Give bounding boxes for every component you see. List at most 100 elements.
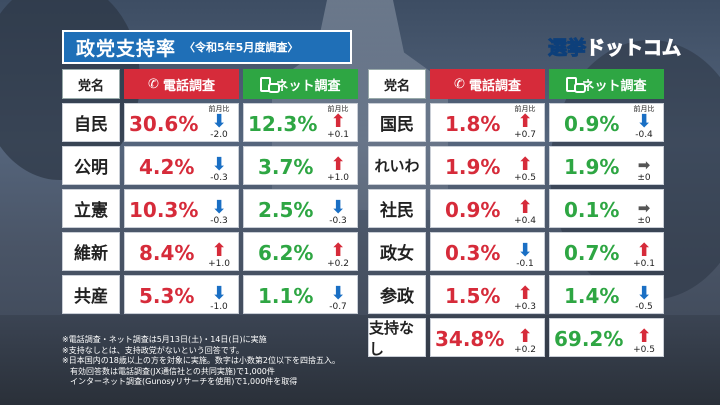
change-label: 前月比 — [514, 105, 536, 113]
net-cell: 1.1% ⬇ -0.7 — [243, 275, 358, 314]
net-percentage: 6.2% — [258, 241, 314, 265]
arrow-down-icon: ⬇ — [517, 240, 533, 261]
change-indicator: ⬇ -0.7 — [320, 277, 356, 314]
header-party: 党名 — [368, 69, 426, 99]
phone-icon: ✆ — [454, 76, 465, 92]
change-value: -0.5 — [635, 302, 653, 312]
change-indicator: ⬇ -0.3 — [201, 191, 237, 228]
change-indicator: ⬆ +0.5 — [507, 148, 543, 185]
footnote-line: ※支持なしとは、支持政党がないという回答です。 — [62, 345, 244, 355]
change-indicator: ⬆ +0.3 — [507, 277, 543, 314]
party-name: 政女 — [368, 232, 426, 271]
arrow-up-icon: ⬆ — [517, 154, 533, 175]
change-indicator: 前月比 ⬇ -2.0 — [201, 105, 237, 142]
phone-percentage: 1.9% — [445, 155, 501, 179]
smartphone-icon — [566, 76, 587, 93]
table-row: 共産 5.3% ⬇ -1.0 1.1% ⬇ -0.7 — [62, 275, 358, 314]
change-indicator: ⬇ -0.3 — [201, 148, 237, 185]
change-value: -2.0 — [210, 130, 228, 140]
footnote-line: ※日本国内の18歳以上の方を対象に実施。数字は小数第2位以下を四捨五入。 — [62, 356, 340, 365]
arrow-flat-icon: ➡ — [637, 156, 651, 174]
arrow-up-icon: ⬆ — [211, 240, 227, 261]
change-value: +0.2 — [514, 345, 536, 355]
table-row: 公明 4.2% ⬇ -0.3 3.7% ⬆ +1.0 — [62, 146, 358, 185]
change-indicator: ⬆ +0.1 — [626, 234, 662, 271]
arrow-down-icon: ⬇ — [330, 283, 346, 304]
arrow-up-icon: ⬆ — [517, 111, 533, 132]
change-indicator: 前月比 ⬆ +0.7 — [507, 105, 543, 142]
change-indicator: 前月比 ⬇ -0.4 — [626, 105, 662, 142]
change-value: +0.3 — [514, 302, 536, 312]
phone-cell: 1.8% 前月比 ⬆ +0.7 — [430, 103, 545, 142]
change-value: ±0 — [637, 173, 651, 183]
arrow-down-icon: ⬇ — [211, 283, 227, 304]
change-indicator: 前月比 ⬆ +0.1 — [320, 105, 356, 142]
arrow-up-icon: ⬆ — [517, 197, 533, 218]
net-percentage: 0.1% — [564, 198, 620, 222]
table-row: 維新 8.4% ⬆ +1.0 6.2% ⬆ +0.2 — [62, 232, 358, 271]
header-phone-survey: ✆ 電話調査 — [430, 69, 545, 99]
change-value: -0.3 — [210, 216, 228, 226]
smartphone-icon — [260, 76, 281, 93]
party-name: 公明 — [62, 146, 120, 185]
net-cell: 0.7% ⬆ +0.1 — [549, 232, 664, 271]
phone-percentage: 34.8% — [435, 327, 505, 351]
footnotes: ※電話調査・ネット調査は5月13日(土)・14日(日)に実施 ※支持なしとは、支持… — [62, 335, 362, 388]
net-percentage: 69.2% — [554, 327, 624, 351]
table-row: 国民 1.8% 前月比 ⬆ +0.7 0.9% 前月比 ⬇ -0.4 — [368, 103, 664, 142]
change-indicator: ➡ ±0 — [626, 148, 662, 185]
header-phone-label: 電話調査 — [162, 78, 215, 94]
change-indicator: ⬆ +1.0 — [201, 234, 237, 271]
change-value: +0.1 — [327, 130, 349, 140]
arrow-down-icon: ⬇ — [211, 197, 227, 218]
phone-cell: 30.6% 前月比 ⬇ -2.0 — [124, 103, 239, 142]
table-row: れいわ 1.9% ⬆ +0.5 1.9% ➡ ±0 — [368, 146, 664, 185]
net-cell: 1.4% ⬇ -0.5 — [549, 275, 664, 314]
phone-icon: ✆ — [148, 76, 159, 92]
party-name: 維新 — [62, 232, 120, 271]
header-party: 党名 — [62, 69, 120, 99]
footnote-line: インターネット調査(Gunosyリサーチを使用)で1,000件を取得 — [62, 377, 298, 386]
change-indicator: ⬇ -0.5 — [626, 277, 662, 314]
arrow-up-icon: ⬆ — [517, 283, 533, 304]
party-name: れいわ — [368, 146, 426, 185]
net-percentage: 0.7% — [564, 241, 620, 265]
table-row: 政女 0.3% ⬇ -0.1 0.7% ⬆ +0.1 — [368, 232, 664, 271]
net-percentage: 3.7% — [258, 155, 314, 179]
change-value: +0.1 — [633, 259, 655, 269]
net-cell: 12.3% 前月比 ⬆ +0.1 — [243, 103, 358, 142]
change-indicator: ⬆ +0.5 — [626, 320, 662, 357]
change-value: -1.0 — [210, 302, 228, 312]
phone-percentage: 5.3% — [139, 284, 195, 308]
phone-percentage: 30.6% — [129, 112, 199, 136]
header-phone-label: 電話調査 — [468, 78, 521, 94]
arrow-flat-icon: ➡ — [637, 199, 651, 217]
net-percentage: 12.3% — [248, 112, 318, 136]
net-percentage: 1.9% — [564, 155, 620, 179]
phone-cell: 8.4% ⬆ +1.0 — [124, 232, 239, 271]
phone-cell: 1.5% ⬆ +0.3 — [430, 275, 545, 314]
footnote-line: 有効回答数は電話調査(JX通信社との共同実施)で1,000件 — [62, 366, 275, 376]
table-row: 社民 0.9% ⬆ +0.4 0.1% ➡ ±0 — [368, 189, 664, 228]
change-value: -0.4 — [635, 130, 653, 140]
arrow-down-icon: ⬇ — [211, 111, 227, 132]
logo-text-2: ドットコム — [586, 37, 682, 60]
arrow-up-icon: ⬆ — [636, 326, 652, 347]
net-cell: 3.7% ⬆ +1.0 — [243, 146, 358, 185]
phone-percentage: 1.8% — [445, 112, 501, 136]
arrow-down-icon: ⬇ — [636, 283, 652, 304]
party-name: 共産 — [62, 275, 120, 314]
table-row: 参政 1.5% ⬆ +0.3 1.4% ⬇ -0.5 — [368, 275, 664, 314]
change-label: 前月比 — [633, 105, 655, 113]
logo-text-1: 選挙 — [547, 37, 587, 60]
net-cell: 1.9% ➡ ±0 — [549, 146, 664, 185]
phone-percentage: 0.3% — [445, 241, 501, 265]
page-subtitle: 〈令和5年5月度調査〉 — [184, 41, 299, 54]
arrow-up-icon: ⬆ — [636, 240, 652, 261]
phone-cell: 5.3% ⬇ -1.0 — [124, 275, 239, 314]
change-indicator: ➡ ±0 — [626, 191, 662, 228]
change-indicator: ⬇ -0.3 — [320, 191, 356, 228]
change-value: -0.3 — [210, 173, 228, 183]
change-indicator: ⬇ -0.1 — [507, 234, 543, 271]
phone-percentage: 4.2% — [139, 155, 195, 179]
